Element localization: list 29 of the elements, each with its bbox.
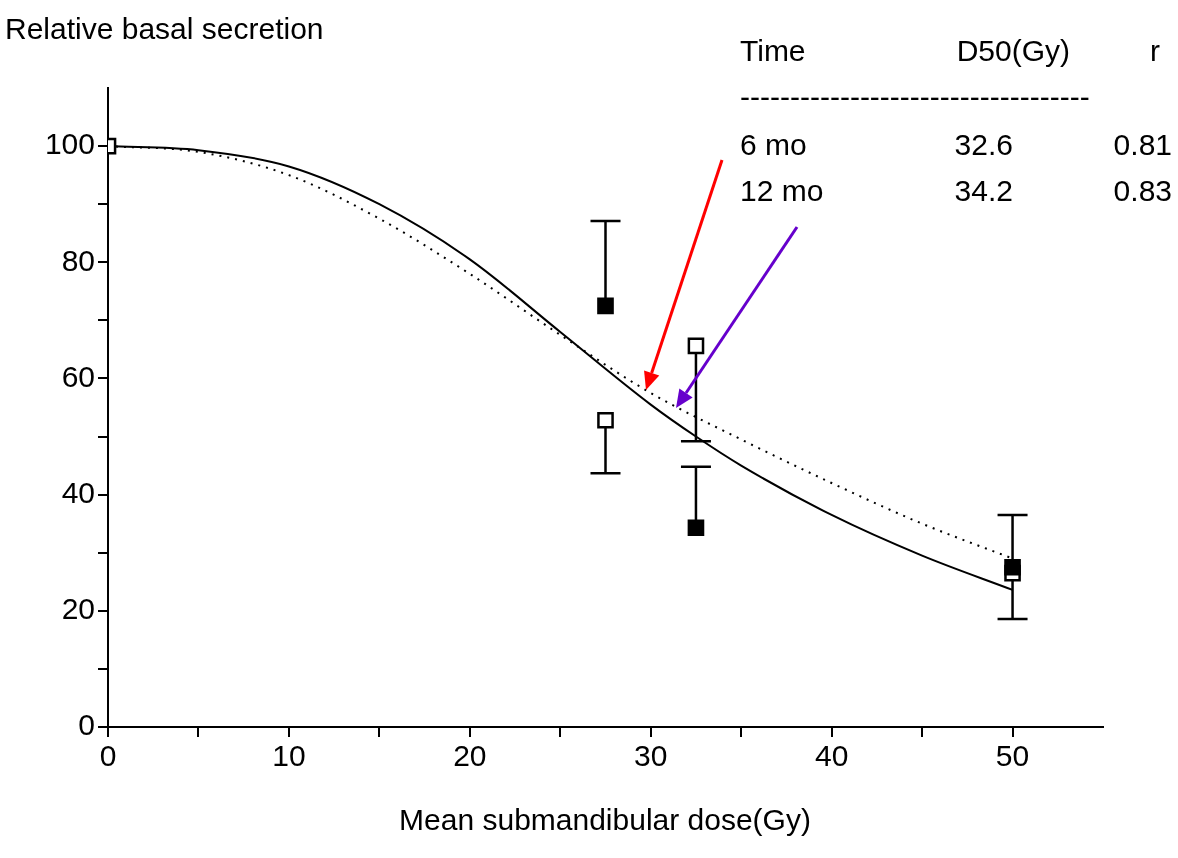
annotation: 34.2 xyxy=(954,174,1013,207)
annotation: ----------------------------------- xyxy=(740,80,1090,113)
x-tick-label: 10 xyxy=(272,739,306,773)
text: Time xyxy=(740,34,806,67)
annotation: 32.6 xyxy=(954,128,1013,161)
point xyxy=(687,519,705,537)
text: 0.81 xyxy=(1113,128,1172,161)
point xyxy=(597,297,614,315)
x-tick-label: 40 xyxy=(814,739,849,773)
y-tick-label: 100 xyxy=(44,127,95,161)
x-tick-label: 0 xyxy=(99,739,117,773)
y-tick-label: 80 xyxy=(61,243,95,277)
y-tick-label: 0 xyxy=(78,708,95,742)
point xyxy=(687,337,705,355)
x-tick-label: 50 xyxy=(995,739,1030,773)
x-tick-label: 20 xyxy=(453,739,487,773)
text: r xyxy=(1150,34,1160,67)
x-axis-title: Mean submandibular dose(Gy) xyxy=(399,803,811,836)
annotation: 6 mo xyxy=(740,128,807,161)
annotation: 12 mo xyxy=(740,174,824,207)
point xyxy=(597,411,614,429)
point xyxy=(1004,558,1021,576)
y-tick-label: 40 xyxy=(61,475,95,509)
y-tick-label: 20 xyxy=(61,592,95,626)
text: 0.83 xyxy=(1113,174,1172,207)
y-axis-title: Relative basal secretion xyxy=(5,12,324,45)
y-tick-label: 60 xyxy=(61,359,95,393)
x-tick-label: 30 xyxy=(634,739,668,773)
text: D50(Gy) xyxy=(956,34,1070,67)
